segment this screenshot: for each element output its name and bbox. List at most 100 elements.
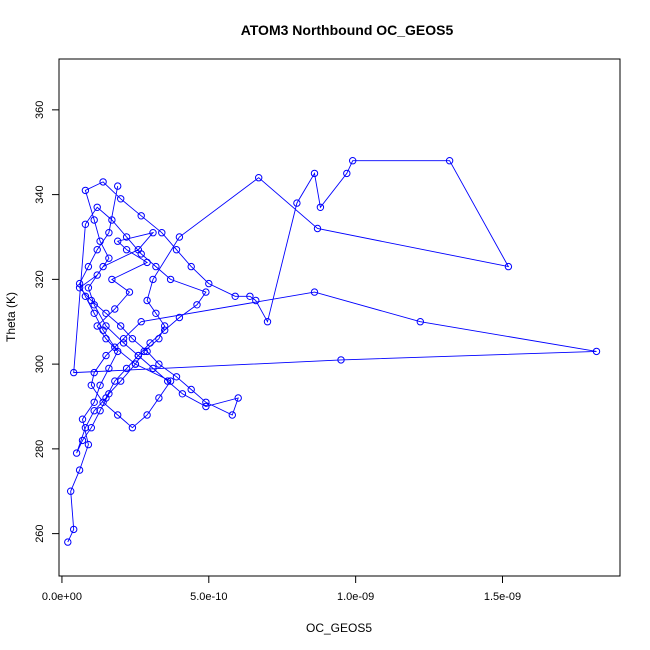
data-point: [316, 203, 325, 212]
data-point: [90, 216, 98, 224]
data-point: [343, 169, 351, 178]
series-line: [67, 160, 597, 543]
y-tick-label: 260: [34, 524, 46, 542]
data-point: [592, 347, 601, 356]
data-point: [114, 237, 122, 245]
data-point: [105, 229, 113, 237]
data-point: [90, 309, 98, 317]
data-point: [90, 398, 98, 406]
data-point: [75, 279, 84, 288]
data-point: [146, 339, 154, 347]
data-point: [128, 335, 137, 343]
x-tick-label: 5.0e-10: [190, 591, 227, 603]
data-point: [81, 292, 90, 300]
data-point: [205, 279, 213, 288]
data-point: [105, 364, 113, 373]
data-point: [246, 292, 254, 300]
data-point: [313, 224, 322, 233]
data-point: [99, 262, 107, 271]
data-point: [70, 368, 78, 377]
data-point: [67, 487, 75, 495]
data-point: [93, 203, 101, 212]
data-point: [96, 237, 104, 245]
data-point: [128, 424, 137, 432]
data-point: [119, 339, 128, 347]
data-point: [166, 377, 175, 385]
data-point: [87, 296, 96, 305]
data-point: [187, 262, 195, 271]
data-point: [202, 398, 210, 406]
x-axis-label: OC_GEOS5: [306, 621, 372, 635]
data-point: [99, 398, 107, 406]
data-point: [349, 157, 357, 165]
data-point: [166, 275, 175, 284]
data-point: [175, 233, 184, 241]
data-point: [149, 229, 157, 237]
data-point: [105, 254, 113, 262]
data-point: [228, 411, 237, 419]
data-point: [143, 296, 151, 305]
data-point: [114, 182, 122, 190]
data-point: [234, 394, 242, 402]
data-point: [172, 373, 181, 381]
data-point: [202, 402, 210, 411]
data-point: [84, 262, 93, 271]
data-point: [310, 288, 319, 296]
data-point: [90, 407, 98, 415]
data-point: [84, 284, 93, 292]
y-axis-label: Theta (K): [4, 292, 18, 342]
data-point: [108, 216, 116, 224]
data-point: [161, 322, 169, 330]
data-point: [111, 305, 119, 313]
y-tick-label: 280: [34, 440, 46, 458]
data-point: [72, 449, 81, 457]
data-point: [161, 326, 169, 334]
data-point: [504, 262, 513, 271]
x-tick-label: 0.0e+00: [42, 591, 82, 603]
data-point: [90, 368, 98, 377]
data-point: [149, 275, 157, 284]
data-point: [119, 335, 128, 343]
data-point: [75, 284, 84, 292]
data-point: [137, 212, 145, 220]
series-layer: [64, 157, 601, 546]
data-point: [114, 411, 122, 419]
data-point: [64, 538, 72, 546]
x-tick-label: 1.0e-09: [337, 591, 374, 603]
data-point: [108, 275, 116, 284]
data-point: [102, 335, 110, 343]
data-point: [78, 415, 87, 423]
data-point: [93, 246, 101, 254]
data-point: [122, 364, 131, 373]
data-point: [149, 364, 157, 373]
data-point: [152, 309, 160, 317]
data-point: [158, 229, 166, 237]
data-point: [231, 292, 239, 300]
data-point: [252, 296, 260, 305]
data-point: [87, 381, 96, 389]
data-point: [137, 250, 145, 258]
data-point: [99, 326, 107, 334]
data-point: [193, 301, 201, 309]
data-point: [155, 394, 163, 402]
data-point: [81, 220, 90, 229]
data-point: [143, 411, 151, 419]
data-point: [178, 390, 187, 398]
data-point: [155, 360, 163, 368]
data-point: [143, 347, 151, 356]
data-point: [81, 424, 90, 432]
data-point: [93, 271, 101, 279]
data-point: [117, 377, 125, 385]
data-point: [337, 356, 345, 364]
y-tick-label: 360: [34, 101, 46, 119]
data-point: [175, 313, 184, 322]
data-point: [102, 351, 110, 360]
data-point: [445, 157, 454, 165]
data-point: [416, 318, 424, 326]
data-point: [140, 347, 148, 356]
data-point: [81, 186, 90, 195]
data-point: [164, 377, 172, 385]
data-point: [96, 381, 104, 389]
data-point: [111, 377, 119, 385]
